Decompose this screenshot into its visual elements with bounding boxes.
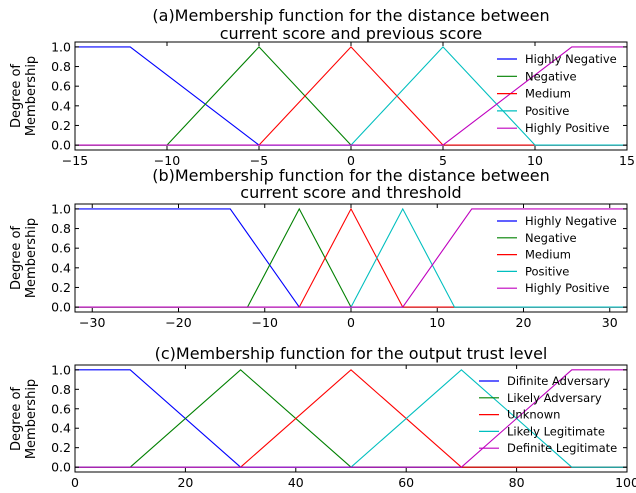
x-tick-label: −5 <box>250 153 268 168</box>
y-axis-label: Membership <box>24 379 39 459</box>
x-tick-label: 30 <box>602 315 618 330</box>
x-tick-label: 80 <box>509 475 525 490</box>
chart-title: current score and previous score <box>220 24 483 43</box>
y-tick-label: 0.6 <box>51 401 71 416</box>
y-tick-label: 0.0 <box>51 138 71 153</box>
legend-label: Unknown <box>507 408 560 422</box>
x-tick-label: −20 <box>165 315 191 330</box>
y-tick-label: 0.4 <box>51 260 71 275</box>
x-tick-label: 15 <box>619 153 635 168</box>
x-tick-label: 0 <box>347 315 355 330</box>
legend-label: Medium <box>525 87 571 101</box>
series-line-4 <box>75 46 627 146</box>
y-axis-label: Degree of <box>9 387 24 451</box>
legend-label: Likely Adversary <box>507 391 602 405</box>
panel-2: (c)Membership function for the output tr… <box>9 344 636 490</box>
legend-label: Negative <box>525 69 577 83</box>
x-tick-label: 5 <box>439 153 447 168</box>
x-tick-label: −10 <box>252 315 278 330</box>
x-tick-label: 60 <box>398 475 414 490</box>
x-tick-label: −10 <box>154 153 180 168</box>
y-tick-label: 0.0 <box>51 460 71 475</box>
y-tick-label: 0.8 <box>51 221 71 236</box>
legend-label: Positive <box>525 104 569 118</box>
y-tick-label: 1.0 <box>51 201 71 216</box>
x-tick-label: −15 <box>62 153 88 168</box>
y-tick-label: 0.8 <box>51 59 71 74</box>
legend-label: Definite Legitimate <box>507 441 617 455</box>
y-tick-label: 0.4 <box>51 98 71 113</box>
panel-1: (b)Membership function for the distance … <box>9 166 628 330</box>
plot-frame <box>74 364 628 473</box>
x-tick-label: −30 <box>79 315 105 330</box>
legend: Highly Negative Negative Medium Positive Hig… <box>497 52 617 135</box>
y-axis-label: Membership <box>24 218 39 298</box>
y-tick-label: 0.0 <box>51 300 71 315</box>
x-tick-label: 0 <box>347 153 355 168</box>
legend-label: Highly Positive <box>525 281 609 295</box>
x-tick-label: 20 <box>516 315 532 330</box>
chart-title: (a)Membership function for the distance … <box>152 6 549 25</box>
series-line-4 <box>75 369 627 468</box>
y-tick-label: 0.2 <box>51 118 71 133</box>
y-axis-label: Degree of <box>9 226 24 290</box>
x-tick-label: 10 <box>527 153 543 168</box>
legend: Highly Negative Negative Medium Positive Hig… <box>497 214 617 295</box>
legend-label: Negative <box>525 231 577 245</box>
y-tick-label: 0.2 <box>51 280 71 295</box>
series-line-4 <box>75 208 627 308</box>
legend-label: Highly Negative <box>525 52 617 66</box>
legend-label: Highly Positive <box>525 121 609 135</box>
y-axis-label: Degree of <box>9 64 24 128</box>
x-tick-label: 0 <box>71 475 79 490</box>
legend-label: Positive <box>525 264 569 278</box>
y-tick-label: 0.8 <box>51 382 71 397</box>
y-tick-label: 0.6 <box>51 79 71 94</box>
y-tick-label: 1.0 <box>51 39 71 54</box>
y-tick-label: 0.6 <box>51 241 71 256</box>
panel-0: (a)Membership function for the distance … <box>9 6 635 168</box>
legend-label: Difinite Adversary <box>507 374 610 388</box>
y-tick-label: 1.0 <box>51 362 71 377</box>
x-tick-label: 40 <box>288 475 304 490</box>
y-tick-label: 0.2 <box>51 440 71 455</box>
chart-title: current score and threshold <box>240 183 461 202</box>
legend-label: Medium <box>525 248 571 262</box>
x-tick-label: 10 <box>429 315 445 330</box>
legend-label: Likely Legitimate <box>507 424 605 438</box>
y-axis-label: Membership <box>24 56 39 136</box>
chart-title: (c)Membership function for the output tr… <box>155 344 548 363</box>
legend-label: Highly Negative <box>525 214 617 228</box>
y-tick-label: 0.4 <box>51 421 71 436</box>
x-tick-label: 20 <box>177 475 193 490</box>
x-tick-label: 100 <box>615 475 636 490</box>
legend: Difinite Adversary Likely Adversary Unknow… <box>479 374 617 455</box>
chart-title: (b)Membership function for the distance … <box>152 166 550 185</box>
